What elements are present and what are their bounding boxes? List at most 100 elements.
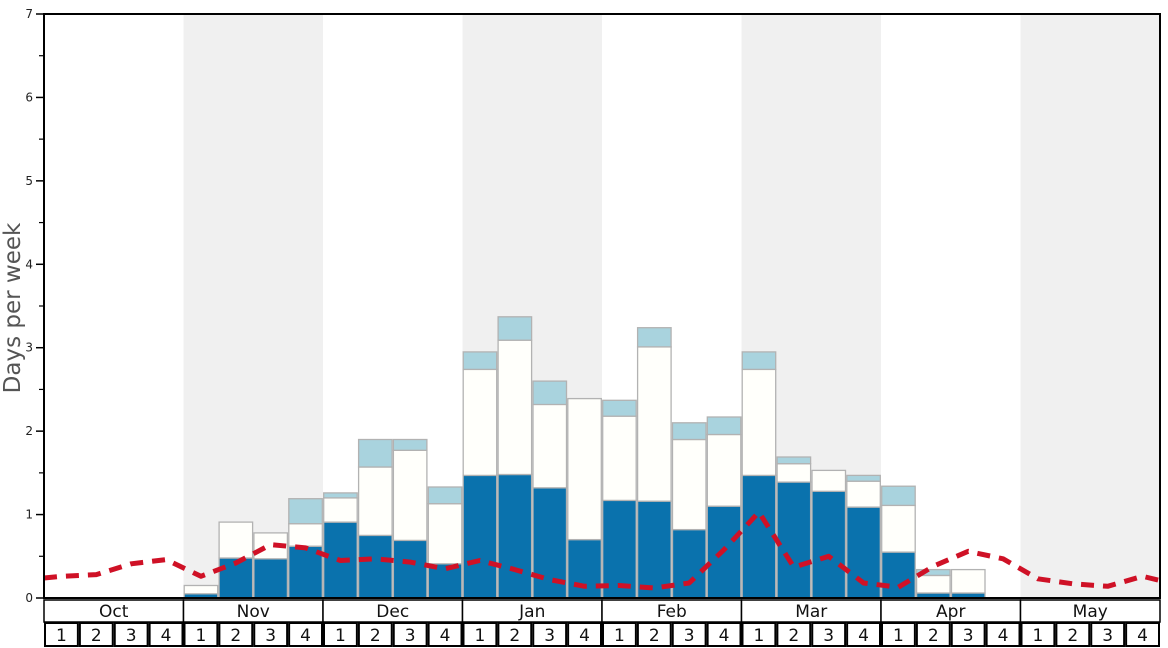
y-axis-tick-label: 6 xyxy=(25,90,33,104)
light-blue-bar-segment xyxy=(497,316,533,341)
month-label: Feb xyxy=(657,602,687,622)
week-label: 1 xyxy=(56,626,67,646)
red-dashed-line xyxy=(43,509,1161,591)
month-label: Jan xyxy=(518,602,545,622)
light-blue-bar-segment xyxy=(532,380,568,406)
week-label: 1 xyxy=(1033,626,1044,646)
week-label: 3 xyxy=(963,626,974,646)
week-label: 4 xyxy=(161,626,172,646)
week-cell xyxy=(846,622,881,647)
dark-blue-bar-segment xyxy=(636,500,672,599)
dark-blue-bar-segment xyxy=(357,534,393,599)
month-label: Dec xyxy=(376,602,409,622)
week-label: 1 xyxy=(475,626,486,646)
white-bar-segment xyxy=(462,368,498,477)
week-cell xyxy=(427,622,463,647)
week-cell xyxy=(44,622,79,647)
white-bar-segment xyxy=(427,503,463,565)
dark-blue-bar-segment xyxy=(776,481,812,599)
dark-blue-bar-segment xyxy=(671,528,707,599)
week-label: 2 xyxy=(649,626,660,646)
white-bar-segment xyxy=(497,339,533,476)
white-bar-segment xyxy=(392,449,428,542)
week-cell xyxy=(497,622,533,647)
y-axis-tick-label: 1 xyxy=(25,508,33,522)
light-blue-bar-segment xyxy=(427,486,463,505)
week-label: 2 xyxy=(91,626,102,646)
white-bar-segment xyxy=(636,346,672,502)
week-cell xyxy=(915,622,951,647)
week-label: 2 xyxy=(509,626,520,646)
light-blue-bar-segment xyxy=(741,351,777,371)
light-blue-bar-segment xyxy=(602,399,637,417)
white-bar-segment xyxy=(323,497,358,523)
white-bar-segment xyxy=(950,568,986,594)
week-cell xyxy=(392,622,428,647)
week-label: 4 xyxy=(858,626,869,646)
week-label: 3 xyxy=(126,626,137,646)
week-cell xyxy=(1055,622,1091,647)
week-label: 3 xyxy=(1102,626,1113,646)
week-label: 1 xyxy=(614,626,625,646)
week-cell xyxy=(776,622,812,647)
week-cell xyxy=(1125,622,1160,647)
week-cell xyxy=(78,622,114,647)
week-cell xyxy=(532,622,568,647)
week-label: 3 xyxy=(405,626,416,646)
light-blue-bar-segment xyxy=(846,474,881,482)
light-blue-bar-segment xyxy=(357,438,393,468)
week-cell xyxy=(288,622,323,647)
y-axis-tick-label: 3 xyxy=(25,341,33,355)
dark-blue-bar-segment xyxy=(462,474,498,599)
white-bar-segment xyxy=(671,438,707,531)
light-blue-bar-segment xyxy=(392,438,428,451)
week-label: 4 xyxy=(1137,626,1148,646)
week-cell xyxy=(148,622,184,647)
dark-blue-bar-segment xyxy=(497,473,533,599)
week-label: 1 xyxy=(335,626,346,646)
month-label: May xyxy=(1073,602,1108,622)
y-axis-tick-label: 5 xyxy=(25,174,33,188)
week-cell xyxy=(636,622,672,647)
week-cell xyxy=(706,622,742,647)
month-band-may xyxy=(1020,14,1160,598)
white-bar-segment xyxy=(811,469,847,492)
white-bar-segment xyxy=(706,433,742,507)
week-label: 2 xyxy=(230,626,241,646)
week-label: 2 xyxy=(1067,626,1078,646)
y-axis-tick-label: 0 xyxy=(25,591,33,605)
week-cell xyxy=(1090,622,1126,647)
chart-plot: 0 1 2 3 4 5 6 7 Oct 1 2 3 4 Nov 1 2 3 4 Dec 1 2 3 4 Jan 1 2 3 4 Feb 1… xyxy=(25,7,1161,647)
dark-blue-bar-segment xyxy=(567,538,602,599)
light-blue-bar-segment xyxy=(706,416,742,436)
white-bar-segment xyxy=(881,504,916,553)
week-cell xyxy=(462,622,498,647)
week-label: 4 xyxy=(998,626,1009,646)
light-blue-bar-segment xyxy=(636,327,672,348)
week-cell xyxy=(881,622,916,647)
week-cell xyxy=(183,622,219,647)
light-blue-bar-segment xyxy=(915,568,951,577)
y-axis-title: Days per week xyxy=(0,222,26,393)
week-cell xyxy=(357,622,393,647)
week-label: 4 xyxy=(300,626,311,646)
white-bar-segment xyxy=(741,368,777,477)
week-cell xyxy=(218,622,254,647)
week-label: 1 xyxy=(754,626,765,646)
dark-blue-bar-segment xyxy=(392,539,428,599)
white-bar-segment xyxy=(183,584,219,595)
week-label: 2 xyxy=(370,626,381,646)
dark-blue-bar-segment xyxy=(427,563,463,599)
white-bar-segment xyxy=(532,403,568,489)
week-label: 4 xyxy=(579,626,590,646)
week-label: 1 xyxy=(893,626,904,646)
week-cell xyxy=(671,622,707,647)
month-label: Oct xyxy=(99,602,129,622)
white-bar-segment xyxy=(846,480,881,508)
white-bar-segment xyxy=(915,574,951,594)
white-bar-segment xyxy=(288,523,323,547)
week-cell xyxy=(811,622,847,647)
dark-blue-bar-segment xyxy=(741,474,777,599)
